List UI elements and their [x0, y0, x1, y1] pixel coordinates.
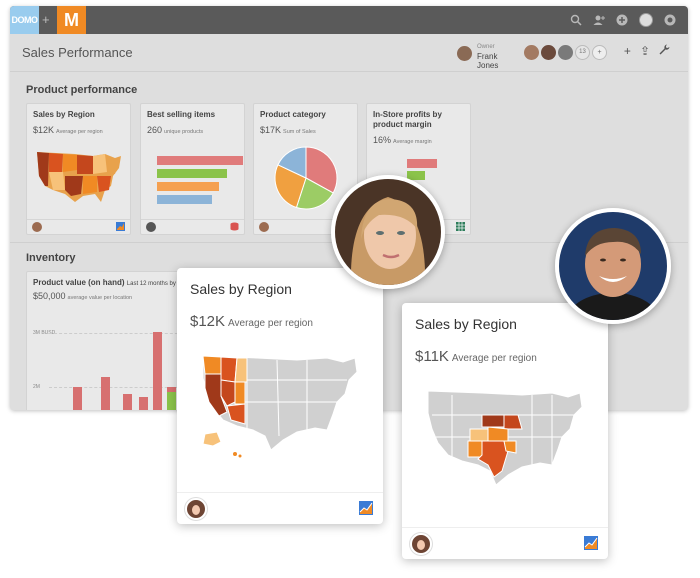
inventory-bar — [167, 392, 176, 410]
user-avatar-icon[interactable] — [639, 13, 653, 27]
help-icon[interactable] — [664, 14, 676, 26]
owner-avatar[interactable] — [146, 222, 156, 232]
pie-slice — [277, 146, 307, 179]
owner-avatar[interactable] — [32, 222, 42, 232]
best-selling-bar — [157, 169, 227, 178]
card-value: 260 unique products — [147, 125, 204, 135]
owner-label: Owner — [477, 44, 495, 50]
pie-slice — [295, 177, 334, 210]
popup-card-sales-west[interactable]: Sales by Region $12K Average per region — [177, 268, 383, 524]
card-value: $12K Average per region — [33, 125, 103, 135]
database-icon — [230, 222, 239, 231]
shared-user-avatar[interactable] — [558, 45, 573, 60]
search-icon[interactable] — [570, 14, 582, 26]
product-category-pie-chart — [274, 146, 338, 210]
us-map-thumbnail — [37, 152, 121, 202]
best-selling-bar — [157, 156, 243, 165]
card-value: 16% Average margin — [373, 135, 432, 145]
inventory-bar — [101, 377, 110, 410]
section-title-product-performance: Product performance — [26, 84, 138, 96]
add-share-icon[interactable]: + — [592, 45, 607, 60]
shared-user-avatar[interactable] — [524, 45, 539, 60]
card-product-category[interactable]: Product category $17K Sum of Sales — [253, 103, 358, 235]
card-footer — [141, 219, 244, 234]
man-portrait-avatar — [555, 208, 671, 324]
profit-bar — [407, 171, 425, 180]
card-title: Best selling items — [147, 110, 216, 119]
add-circle-icon[interactable] — [616, 14, 628, 26]
card-title: In-Store profits by product margin — [373, 110, 442, 129]
popup-card-sales-central[interactable]: Sales by Region $11K Average per region — [402, 303, 608, 559]
page-title: Sales Performance — [22, 45, 133, 60]
page-header: Sales Performance Owner Frank Jones 13 +… — [10, 34, 688, 72]
owner-avatar — [457, 46, 472, 61]
owner-info[interactable]: Owner Frank Jones — [457, 44, 521, 70]
card-title: Product category — [260, 110, 326, 119]
card-footer — [254, 219, 357, 234]
popup-value: $11K Average per region — [415, 348, 537, 365]
inventory-bar — [139, 397, 148, 410]
add-icon[interactable]: + — [623, 44, 631, 58]
owner-avatar[interactable] — [410, 533, 432, 555]
chart-type-icon — [584, 536, 598, 550]
chart-type-icon — [359, 501, 373, 515]
inventory-bar — [153, 332, 162, 410]
top-bar: DOMO + M — [10, 6, 688, 34]
header-tools: + ⇪ — [624, 44, 670, 58]
inventory-bar — [123, 394, 132, 410]
popup-title: Sales by Region — [415, 316, 517, 332]
owner-avatar[interactable] — [185, 498, 207, 520]
y-tick-label: 3M BUSD — [33, 330, 56, 336]
shared-count[interactable]: 13 — [575, 45, 590, 60]
popup-title: Sales by Region — [190, 281, 292, 297]
best-selling-bar — [157, 182, 219, 191]
logo-separator: + — [42, 12, 50, 27]
card-best-selling-items[interactable]: Best selling items 260 unique products — [140, 103, 245, 235]
shared-users[interactable]: 13 + — [524, 45, 607, 60]
card-footer — [27, 219, 130, 234]
share-icon[interactable]: ⇪ — [639, 44, 650, 58]
inventory-bar — [73, 387, 82, 410]
chart-type-icon — [116, 222, 125, 231]
us-map-central-highlight — [427, 390, 583, 486]
y-tick-label: 2M — [33, 384, 40, 390]
woman-portrait-avatar — [331, 175, 445, 289]
section-title-inventory: Inventory — [26, 252, 76, 264]
top-icons — [570, 6, 676, 34]
profit-bar — [407, 159, 437, 168]
us-map-west-highlight — [202, 355, 358, 458]
popup-footer — [177, 492, 383, 524]
pie-slice — [305, 146, 338, 194]
owner-name: Frank Jones — [477, 52, 499, 70]
popup-footer — [402, 527, 608, 559]
owner-avatar[interactable] — [259, 222, 269, 232]
wrench-icon[interactable] — [659, 44, 670, 58]
domo-logo[interactable]: DOMO — [10, 6, 39, 34]
best-selling-bar — [157, 195, 212, 204]
shared-user-avatar[interactable] — [541, 45, 556, 60]
app-logo[interactable]: M — [57, 6, 86, 34]
table-icon — [456, 222, 465, 231]
card-value: $50,000 average value per location — [33, 291, 133, 301]
card-title: Sales by Region — [33, 110, 95, 119]
pie-slice — [274, 164, 307, 209]
card-value: $17K Sum of Sales — [260, 125, 316, 135]
add-user-icon[interactable] — [593, 14, 605, 26]
popup-value: $12K Average per region — [190, 313, 313, 330]
card-sales-by-region[interactable]: Sales by Region $12K Average per region — [26, 103, 131, 235]
card-title: Product value (on hand) Last 12 months b… — [33, 278, 176, 287]
